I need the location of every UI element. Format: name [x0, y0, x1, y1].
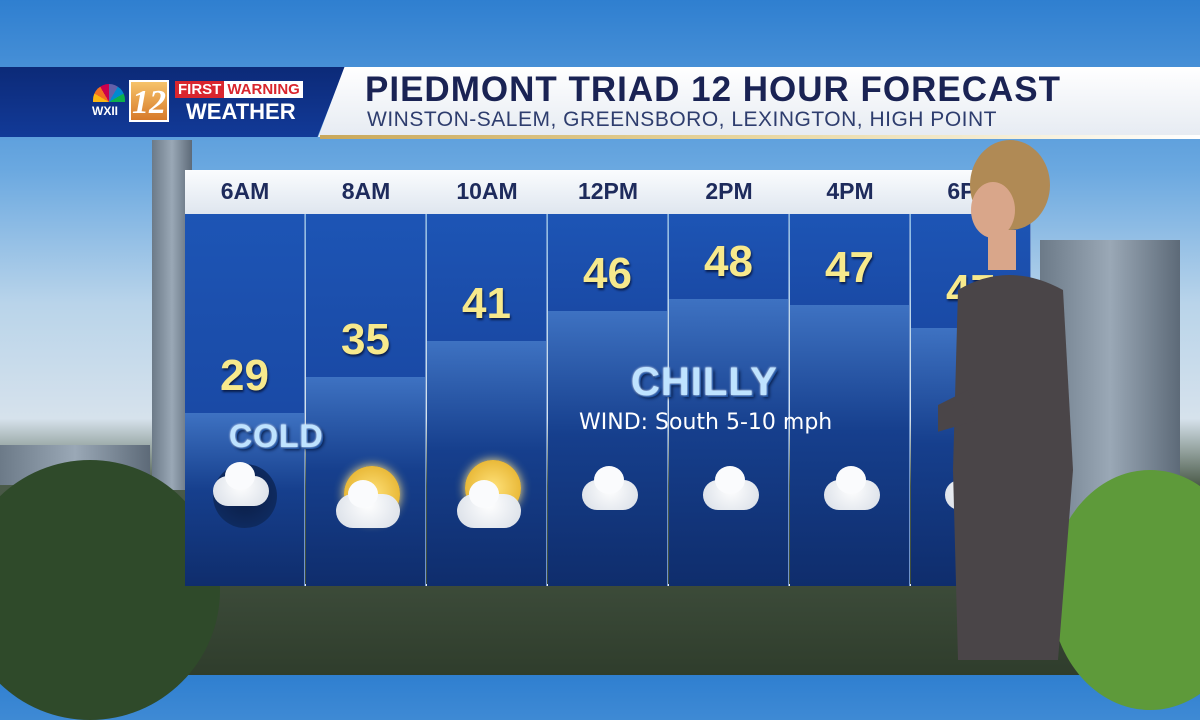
- forecast-column: 46: [548, 214, 668, 586]
- time-label: 6AM: [220, 178, 270, 204]
- cloud-icon: [336, 480, 400, 528]
- temp-bar-lower: [548, 311, 667, 586]
- weather-logo: WEATHER: [186, 99, 296, 124]
- title-banner: [318, 67, 1200, 137]
- wind-info: WIND: South 5-10 mph: [579, 410, 833, 435]
- presenter: [938, 140, 1073, 660]
- temperature: 46: [583, 249, 632, 298]
- page-subtitle: WINSTON-SALEM, GREENSBORO, LEXINGTON, HI…: [367, 108, 997, 131]
- cloud-icon: [703, 466, 759, 510]
- forecast-column: 29: [185, 214, 305, 586]
- time-header: [185, 170, 1035, 214]
- temp-bar: [790, 214, 909, 305]
- cloud-icon: [582, 466, 638, 510]
- cloud-icon: [824, 466, 880, 510]
- temp-bar: [185, 214, 304, 413]
- time-label: 8AM: [341, 178, 391, 204]
- temp-bar: [548, 214, 667, 311]
- brand-banner: [0, 67, 345, 137]
- temperature: 29: [220, 351, 269, 400]
- temperature: 48: [704, 237, 753, 286]
- temp-bar: [427, 214, 546, 341]
- time-label: 4PM: [826, 178, 874, 204]
- cold-label: COLD: [229, 418, 324, 454]
- temperature: 41: [462, 279, 511, 328]
- cloud-icon: [213, 462, 269, 506]
- first-warning-logo: FIRST WARNING: [175, 81, 303, 98]
- time-label: 10AM: [456, 178, 518, 204]
- forecast-board: 6AM298AM3510AM4112PM462PM484PM476PM47 CO…: [185, 170, 1035, 586]
- temperature: 47: [825, 243, 874, 292]
- chilly-label: CHILLY: [631, 360, 778, 404]
- temp-bar: [306, 214, 425, 377]
- banner-divider: [320, 135, 1200, 139]
- page-title: PIEDMONT TRIAD 12 HOUR FORECAST: [365, 70, 1062, 109]
- forecast-column: 48: [669, 214, 789, 586]
- forecast-column: 35: [306, 214, 426, 586]
- trees-right: [1050, 470, 1200, 710]
- temperature: 35: [341, 315, 390, 364]
- nbc-peacock-logo: [93, 84, 125, 102]
- temp-bar-lower: [790, 305, 909, 586]
- time-label: 12PM: [577, 178, 639, 204]
- time-label: 2PM: [705, 178, 753, 204]
- cloud-icon: [457, 480, 521, 528]
- forecast-column: 47: [790, 214, 910, 586]
- channel-logo: 12: [129, 80, 169, 122]
- forecast-column: 41: [427, 214, 547, 586]
- network-logo: WXII: [92, 104, 118, 118]
- temp-bar: [669, 214, 788, 299]
- temp-bar-lower: [669, 299, 788, 586]
